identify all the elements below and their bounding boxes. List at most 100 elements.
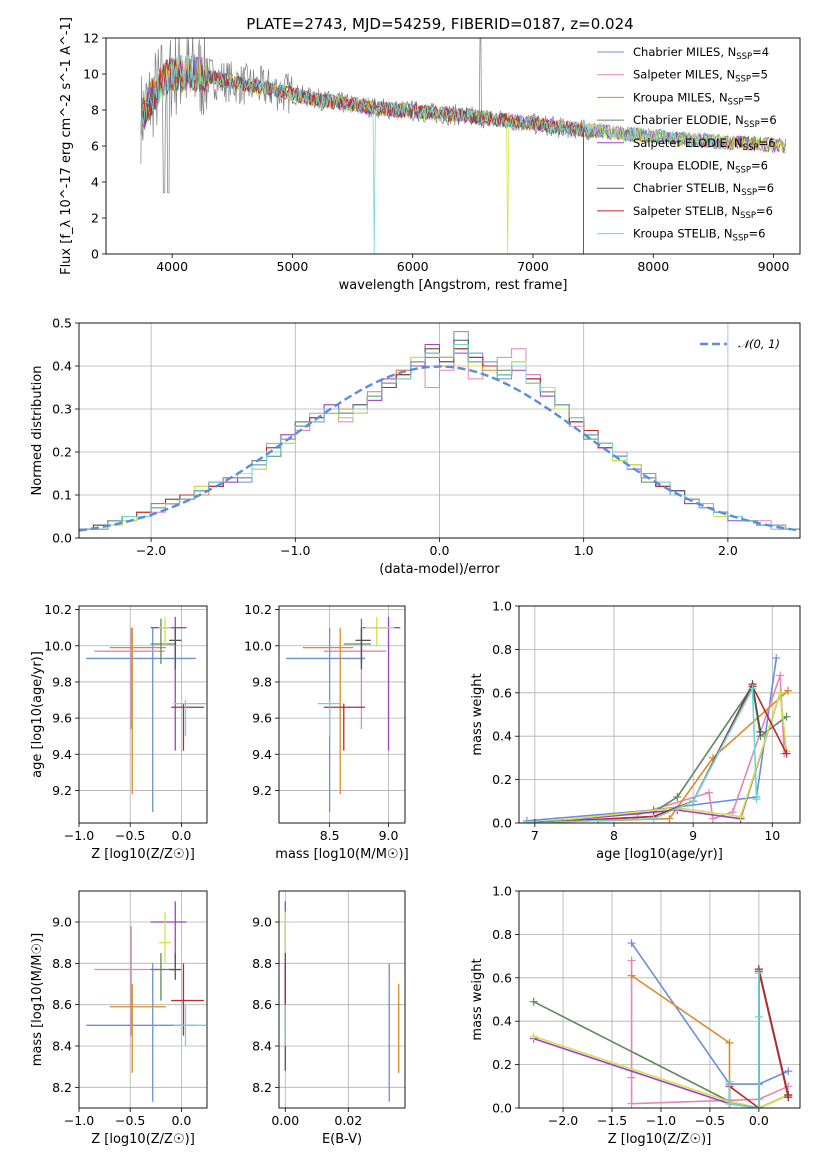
- plot-area: [86, 901, 206, 1102]
- plot-area: [286, 616, 401, 813]
- x-axis-label: age [log10(age/yr)]: [596, 847, 723, 862]
- plot-frame: [105, 37, 801, 255]
- weight-marker-salpeter-miles: [627, 1099, 636, 1108]
- model-spectrum-kroupa-stelib: [140, 54, 726, 254]
- weight-marker-kroupa-stelib: [689, 797, 698, 806]
- weight-line-kroupa-elodie: [533, 1035, 789, 1108]
- y-tick-label: 0.0: [492, 816, 512, 831]
- legend-label-chabrier-elodie: Chabrier ELODIE, NSSP=6: [633, 113, 777, 130]
- mass-vs-metallicity-panel: −1.0 −0.5 0.0 8.2 8.4 8.6 8.8 9.0 Z [log10(Z/Z☉)…: [30, 890, 208, 1147]
- plot-frame: [278, 890, 406, 1109]
- y-axis-label: age [log10(age/yr)]: [30, 651, 45, 778]
- y-tick-label: 1.0: [492, 599, 512, 614]
- y-tick-label: 9.8: [52, 674, 72, 689]
- x-tick-label: 0.02: [334, 1113, 362, 1128]
- age-vs-metallicity-panel: −1.0 −0.5 0.0 9.2 9.4 9.6 9.8 10.0 10.2 Z [log10(…: [30, 602, 208, 862]
- weight-marker-chabrier-elodie: [782, 712, 791, 721]
- weight-marker-kroupa-miles: [784, 686, 793, 695]
- x-tick-label: −1.0: [64, 828, 94, 843]
- legend-label-kroupa-elodie: Kroupa ELODIE, NSSP=6: [633, 159, 768, 176]
- y-tick-label: 12: [83, 31, 99, 46]
- weight-marker-kroupa-stelib: [748, 684, 757, 693]
- y-tick-label: 9.2: [52, 783, 72, 798]
- plot-area: [79, 331, 800, 538]
- legend-label-kroupa-miles: Kroupa MILES, NSSP=5: [633, 90, 760, 107]
- x-tick-label: 0.0: [749, 1113, 769, 1128]
- spectrum-panel: 4000 5000 6000 7000 8000 9000 0 2 4 6 8 10 12 wavelen…: [59, 17, 801, 293]
- y-tick-label: 0.8: [492, 642, 512, 657]
- weight-line-salpeter-elodie: [534, 692, 788, 823]
- weight-line-chabrier-miles: [526, 657, 778, 822]
- y-tick-label: 8.2: [52, 1080, 72, 1095]
- age-vs-mass-panel: 8.5 9.0 9.2 9.4 9.6 9.8 10.0 10.2 mass [log10(M/…: [244, 602, 409, 862]
- x-tick-label: 2.0: [718, 543, 738, 558]
- weight-line-salpeter-stelib: [534, 684, 788, 823]
- weight-marker-kroupa-elodie: [776, 688, 785, 697]
- weight-marker-salpeter-stelib: [530, 819, 539, 823]
- weight-line-chabrier-miles: [630, 942, 789, 1085]
- x-axis-label: (data-model)/error: [379, 562, 500, 577]
- x-axis-label: Z [log10(Z/Z☉)]: [608, 1132, 712, 1147]
- weight-marker-chabrier-elodie: [673, 792, 682, 801]
- x-tick-label: 8000: [637, 259, 669, 274]
- x-tick-label: −1.0: [280, 543, 310, 558]
- weight-marker-salpeter-miles: [627, 1073, 636, 1082]
- residual-histogram-panel: −2.0 −1.0 0.0 1.0 2.0 0.0 0.1 0.2 0.3 0.4 0.5 (data…: [30, 316, 801, 577]
- model-spectrum-salpeter-stelib: [140, 57, 584, 254]
- x-tick-label: −0.5: [695, 1113, 725, 1128]
- legend-label-kroupa-stelib: Kroupa STELIB, NSSP=6: [633, 227, 765, 244]
- plot-frame: [78, 605, 208, 824]
- x-axis-label: mass [log10(M/M☉)]: [275, 847, 408, 862]
- weight-marker-chabrier-stelib: [756, 727, 765, 736]
- y-tick-label: 9.0: [252, 915, 272, 930]
- normal-distribution-curve: [79, 365, 800, 532]
- y-axis-label: mass weight: [470, 673, 485, 755]
- y-tick-label: 0.0: [52, 531, 72, 546]
- y-axis-label: mass weight: [470, 958, 485, 1040]
- x-tick-label: 0.0: [430, 543, 450, 558]
- y-tick-label: 0.0: [492, 1101, 512, 1116]
- mass-vs-ebv-panel: 0.00 0.02 8.2 8.4 8.6 8.8 9.0 E(B-V): [252, 890, 406, 1147]
- x-axis-label: Z [log10(Z/Z☉)]: [91, 847, 195, 862]
- x-tick-label: 0.0: [171, 1113, 191, 1128]
- legend-label-chabrier-miles: Chabrier MILES, NSSP=4: [633, 45, 769, 62]
- weight-marker-kroupa-miles: [665, 814, 674, 823]
- x-axis-label: E(B-V): [322, 1132, 362, 1147]
- legend-label-salpeter-stelib: Salpeter STELIB, NSSP=6: [633, 204, 773, 221]
- y-tick-label: 8.4: [252, 1039, 272, 1054]
- x-tick-label: 0.0: [171, 828, 191, 843]
- weight-marker-kroupa-stelib: [754, 1104, 763, 1108]
- weight-marker-kroupa-stelib: [754, 1012, 763, 1021]
- y-tick-label: 0.3: [52, 402, 72, 417]
- plot-area: [522, 654, 793, 823]
- y-tick-label: 0.8: [492, 927, 512, 942]
- weight-marker-chabrier-miles: [784, 1067, 793, 1076]
- y-tick-label: 10.0: [244, 638, 272, 653]
- x-tick-label: 9000: [758, 259, 790, 274]
- x-tick-label: 10: [764, 828, 780, 843]
- y-tick-label: 0.6: [492, 970, 512, 985]
- weight-marker-kroupa-stelib: [752, 795, 761, 804]
- y-tick-label: 1.0: [492, 884, 512, 899]
- x-tick-label: 0.00: [271, 1113, 299, 1128]
- weight-marker-chabrier-miles: [772, 654, 781, 663]
- x-tick-label: −0.5: [115, 1113, 145, 1128]
- y-tick-label: 4: [91, 175, 99, 190]
- plot-frame: [518, 890, 801, 1109]
- x-tick-label: 6000: [397, 259, 429, 274]
- weight-line-kroupa-stelib: [526, 685, 758, 823]
- x-axis-label: wavelength [Angstrom, rest frame]: [339, 278, 568, 293]
- weight-marker-kroupa-stelib: [725, 1077, 734, 1086]
- legend-label-salpeter-elodie: Salpeter ELODIE, NSSP=6: [633, 136, 776, 153]
- y-tick-label: 0: [91, 247, 99, 262]
- plot-frame: [518, 605, 801, 824]
- weight-marker-salpeter-miles: [627, 956, 636, 965]
- weight-marker-kroupa-stelib: [649, 814, 658, 823]
- x-tick-label: 4000: [156, 259, 188, 274]
- mass-weight-vs-age-panel: 7 8 9 10 0.0 0.2 0.4 0.6 0.8 1.0 age [log10(age/yr…: [470, 599, 801, 862]
- weight-marker-salpeter-miles: [708, 814, 717, 823]
- y-tick-label: 10: [83, 67, 99, 82]
- x-tick-label: −1.0: [646, 1113, 676, 1128]
- weight-line-kroupa-elodie: [534, 692, 788, 823]
